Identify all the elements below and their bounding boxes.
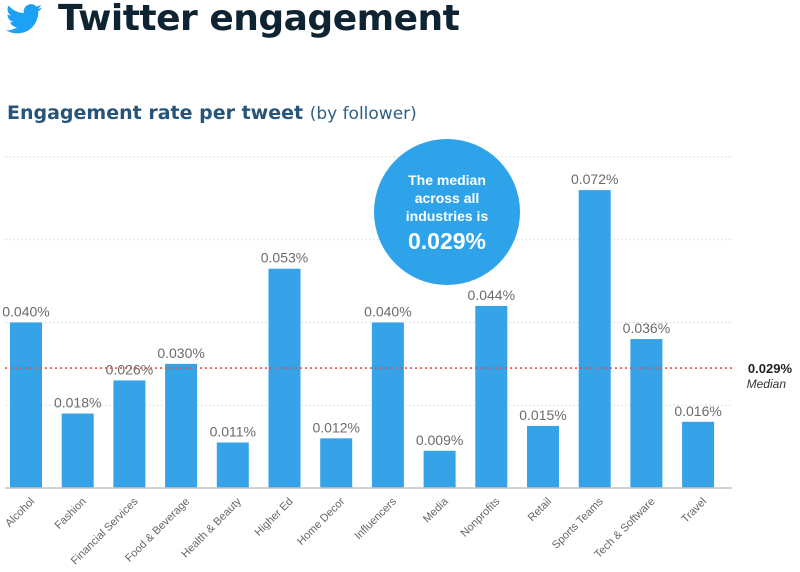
data-label: 0.040%: [364, 304, 411, 320]
bar-higher-ed: [268, 268, 301, 488]
median-value-label: 0.029%: [748, 361, 793, 376]
callout-text-line: The median: [408, 172, 486, 188]
category-label: Alcohol: [3, 496, 37, 530]
bar-health-beauty: [216, 442, 249, 488]
data-label: 0.036%: [623, 320, 670, 336]
category-label: Nonprofits: [458, 495, 502, 539]
bar-alcohol: [10, 322, 42, 488]
callout-text-line: across all: [415, 190, 480, 206]
bar-media: [423, 450, 456, 488]
header: Twitter engagement: [0, 0, 800, 48]
chart-title: Engagement rate per tweet (by follower): [7, 102, 417, 124]
chart-title-qualifier: (by follower): [309, 104, 417, 124]
bar-fashion: [61, 413, 94, 488]
data-label: 0.026%: [106, 361, 153, 377]
chart-title-main: Engagement rate per tweet: [7, 102, 304, 124]
category-label: Sports Teams: [550, 495, 606, 551]
twitter-bird-icon: [6, 4, 42, 34]
category-label: Home Decor: [295, 495, 347, 547]
data-label: 0.040%: [2, 304, 49, 320]
data-label: 0.015%: [519, 407, 566, 423]
category-label: Travel: [679, 496, 709, 526]
bar-home-decor: [320, 438, 353, 488]
bar-food-beverage: [165, 363, 198, 488]
data-label: 0.016%: [674, 403, 721, 419]
data-label: 0.044%: [468, 287, 515, 303]
bar-nonprofits: [475, 305, 508, 488]
data-label: 0.030%: [157, 345, 204, 361]
bar-retail: [527, 425, 559, 488]
category-label: Retail: [526, 496, 554, 524]
data-label: 0.009%: [416, 432, 463, 448]
median-callout-bubble: [374, 139, 520, 285]
median-caption: Median: [747, 377, 787, 391]
bar-financial-services: [113, 380, 146, 488]
data-label: 0.018%: [54, 395, 101, 411]
bar-tech-software: [630, 339, 663, 488]
twitter-bird-shape: [6, 4, 42, 34]
category-label: Higher Ed: [253, 496, 296, 539]
data-label: 0.012%: [312, 419, 359, 435]
category-label: Fashion: [53, 496, 89, 532]
bar-travel: [682, 421, 715, 488]
bar-sports-teams: [578, 190, 611, 488]
callout-value: 0.029%: [408, 228, 486, 254]
data-label: 0.053%: [261, 250, 308, 266]
category-label: Media: [421, 495, 451, 525]
data-label: 0.072%: [571, 171, 618, 187]
bar-influencers: [371, 322, 404, 488]
callout-text-line: industries is: [406, 208, 489, 224]
page-title: Twitter engagement: [58, 0, 460, 39]
category-label: Influencers: [352, 495, 399, 542]
data-label: 0.011%: [210, 423, 256, 439]
